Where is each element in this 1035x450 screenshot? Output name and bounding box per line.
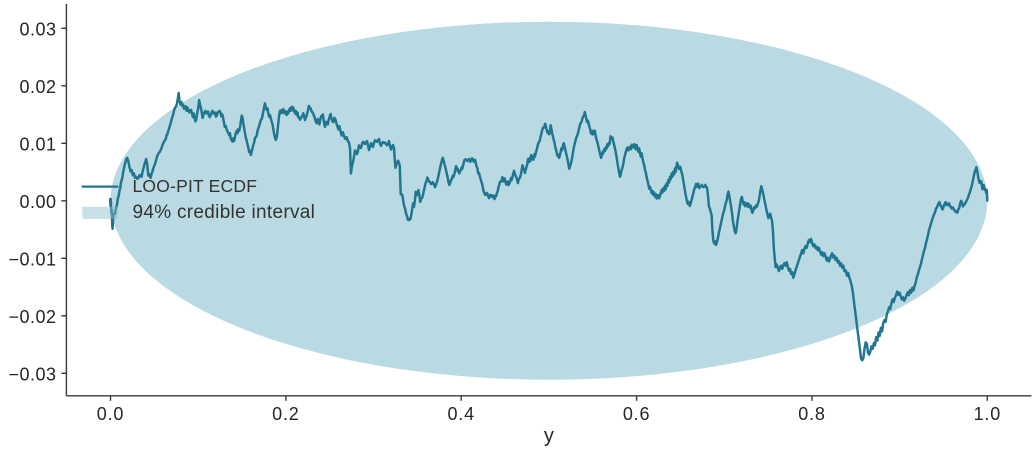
svg-text:0.2: 0.2 — [272, 404, 299, 424]
svg-text:0.02: 0.02 — [19, 77, 56, 97]
svg-text:0.8: 0.8 — [798, 404, 825, 424]
svg-text:−0.03: −0.03 — [8, 364, 56, 384]
svg-text:0.0: 0.0 — [97, 404, 124, 424]
svg-text:0.01: 0.01 — [19, 134, 56, 154]
svg-text:0.6: 0.6 — [623, 404, 650, 424]
svg-text:LOO-PIT ECDF: LOO-PIT ECDF — [133, 176, 258, 196]
svg-text:−0.02: −0.02 — [8, 307, 56, 327]
svg-text:1.0: 1.0 — [974, 404, 1001, 424]
svg-text:y: y — [544, 425, 554, 447]
svg-text:0.4: 0.4 — [447, 404, 474, 424]
svg-text:−0.01: −0.01 — [8, 249, 56, 269]
svg-text:0.03: 0.03 — [19, 19, 56, 39]
svg-text:0.00: 0.00 — [19, 192, 56, 212]
svg-text:94% credible interval: 94% credible interval — [133, 202, 316, 223]
